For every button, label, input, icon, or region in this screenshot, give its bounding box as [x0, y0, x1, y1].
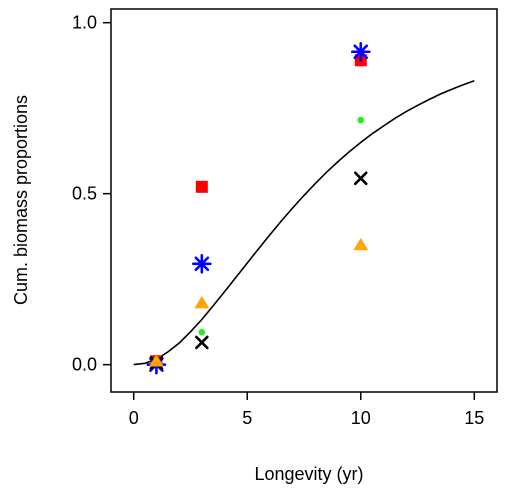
square-point: [195, 180, 208, 193]
cross-point: [353, 171, 368, 186]
y-tick-label: 0.5: [72, 184, 97, 204]
y-axis: 0.0 0.5 1.0: [72, 13, 111, 375]
plot-frame: [110, 8, 498, 393]
triangle-point: [353, 237, 369, 251]
data-points: [146, 41, 371, 375]
y-tick-label: 0.0: [72, 355, 97, 375]
asterisk-point: [350, 41, 371, 62]
triangle-point: [194, 296, 210, 309]
x-axis: 0 5 10 15: [129, 392, 484, 428]
fitted-curve: [133, 80, 475, 366]
y-axis-label: Cum. biomass proportions: [11, 95, 31, 305]
dot-point: [198, 328, 206, 336]
triangle-point: [148, 354, 164, 367]
x-axis-label: Longevity (yr): [254, 464, 363, 484]
x-tick-label: 5: [242, 408, 252, 428]
cross-point: [195, 335, 209, 350]
y-tick-label: 1.0: [72, 13, 97, 33]
x-tick-label: 15: [464, 408, 484, 428]
dot-point: [357, 116, 365, 124]
x-tick-label: 10: [351, 408, 371, 428]
asterisk-point: [192, 253, 212, 274]
x-tick-label: 0: [129, 408, 139, 428]
